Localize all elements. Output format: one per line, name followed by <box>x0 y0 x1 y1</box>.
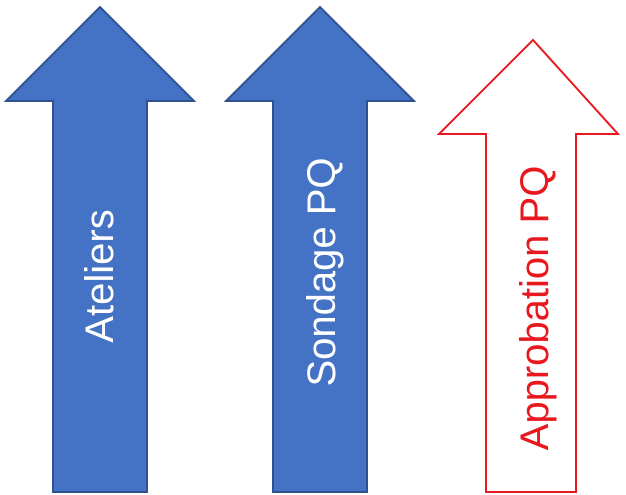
arrow-sondage-pq: Sondage PQ <box>223 5 417 493</box>
arrow-approbation-pq-label: Approbation PQ <box>513 166 557 451</box>
arrow-ateliers-shape <box>3 5 197 493</box>
arrow-ateliers: Ateliers <box>3 5 197 493</box>
arrow-sondage-pq-label: Sondage PQ <box>300 157 344 386</box>
arrow-ateliers-label: Ateliers <box>78 209 122 342</box>
arrow-approbation-pq: Approbation PQ <box>436 38 621 493</box>
arrow-approbation-pq-shape <box>436 38 621 493</box>
arrow-sondage-pq-shape <box>223 5 417 493</box>
